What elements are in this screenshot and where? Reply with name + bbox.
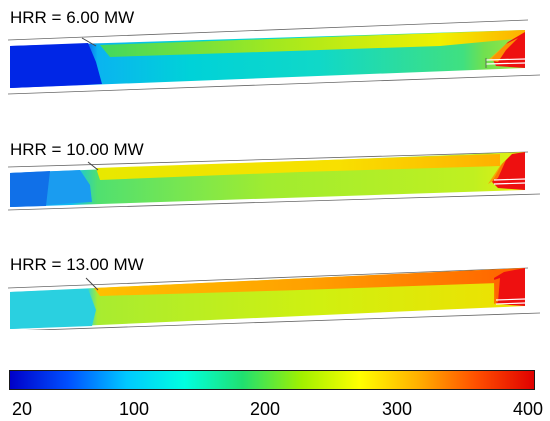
- colorbar-tick: 100: [118, 399, 150, 419]
- panel-hrr-6: HRR = 6.00 MW: [0, 0, 550, 110]
- colorbar-tick: 400: [512, 399, 544, 419]
- temperature-contour-6mw: [7, 19, 541, 95]
- panel-hrr-13: HRR = 13.00 MW: [0, 220, 550, 330]
- colorbar-tick: 20: [11, 399, 33, 419]
- panel-label: HRR = 10.00 MW: [10, 140, 144, 159]
- temperature-contour-10mw: [7, 151, 541, 211]
- panel-label: HRR = 13.00 MW: [10, 255, 144, 274]
- colorbar-tick: 200: [249, 399, 281, 419]
- temperature-colorbar: [9, 370, 535, 390]
- temperature-contour-13mw: [7, 267, 541, 330]
- panel-label: HRR = 6.00 MW: [10, 8, 135, 27]
- colorbar-tick: 300: [381, 399, 413, 419]
- panel-hrr-10: HRR = 10.00 MW: [0, 110, 550, 220]
